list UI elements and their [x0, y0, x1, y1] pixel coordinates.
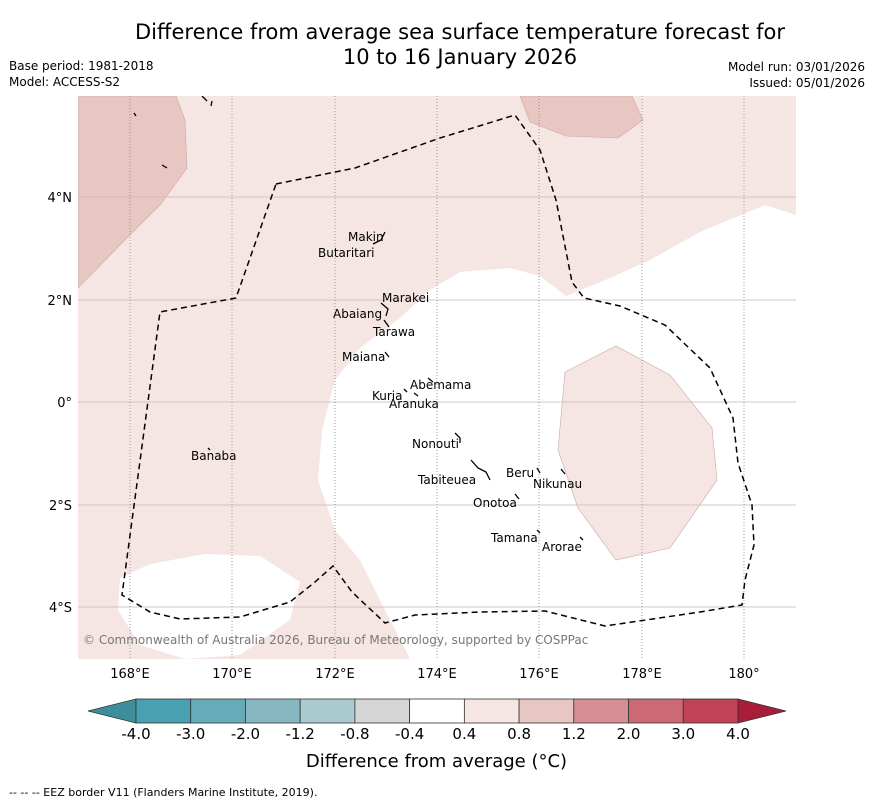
title-line-2: 10 to 16 January 2026 [342, 45, 578, 69]
island-label: Aranuka [389, 397, 439, 411]
lon-label: 180° [728, 667, 759, 682]
island-label: Maiana [342, 350, 385, 364]
eez-legend: -- -- -- EEZ border V11 (Flanders Marine… [9, 786, 318, 799]
island-label: Tabiteuea [417, 473, 476, 487]
colorbar-tick-label: 4.0 [726, 725, 750, 743]
colorbar-segment [682, 698, 739, 724]
anomaly-patch-ne [519, 96, 644, 139]
island-label: Tamana [490, 531, 538, 545]
colorbar-segment [245, 698, 301, 724]
anomaly-patch-east [557, 345, 718, 561]
colorbar-tick-label: 3.0 [671, 725, 696, 743]
island-label: Kuria [372, 389, 403, 403]
island-label: Arorae [542, 540, 582, 554]
map-title: Difference from average sea surface temp… [80, 20, 840, 70]
lon-axis-labels: 168°E 170°E 172°E 174°E 176°E 178°E 180° [110, 667, 759, 682]
colorbar-tick-label: -0.8 [340, 725, 370, 743]
colorbar [87, 698, 787, 724]
colorbar-segment [628, 698, 684, 724]
colorbar-segment [135, 698, 192, 724]
island-label: Abaiang [333, 307, 382, 321]
colorbar-tick-label: -1.2 [285, 725, 315, 743]
colorbar-tick-label: -4.0 [121, 725, 151, 743]
anomaly-patch-nw [78, 96, 188, 289]
model-info: Base period: 1981-2018 Model: ACCESS-S2 [9, 58, 154, 90]
title-line-1: Difference from average sea surface temp… [135, 20, 785, 44]
island-label: Butaritari [318, 246, 375, 260]
island-label: Tarawa [372, 325, 415, 339]
island-label: Marakei [382, 291, 429, 305]
run-info: Model run: 03/01/2026 Issued: 05/01/2026 [728, 59, 865, 91]
colorbar-extend-low [87, 698, 137, 724]
lon-label: 170°E [212, 667, 252, 682]
island-label: Banaba [191, 449, 237, 463]
island-labels: Makin Butaritari Marakei Abaiang Tarawa … [191, 230, 582, 554]
neutral-region-sw [118, 554, 300, 659]
lon-label: 174°E [417, 667, 457, 682]
colorbar-segment [573, 698, 629, 724]
island-label: Makin [348, 230, 384, 244]
lon-gridlines [129, 96, 745, 659]
base-period: Base period: 1981-2018 [9, 59, 154, 73]
colorbar-segment [299, 698, 356, 724]
island-label: Nikunau [533, 477, 582, 491]
model-name: Model: ACCESS-S2 [9, 75, 121, 89]
lon-label: 172°E [315, 667, 355, 682]
lon-label: 168°E [110, 667, 150, 682]
colorbar-segment [190, 698, 246, 724]
colorbar-segment [463, 698, 520, 724]
island-label: Nonouti [412, 437, 459, 451]
lat-label: 0° [57, 396, 72, 411]
issued-date: Issued: 05/01/2026 [749, 76, 865, 90]
colorbar-title: Difference from average (°C) [305, 751, 568, 772]
colorbar-tick-label: 1.2 [561, 725, 586, 743]
colorbar-tick-label: -2.0 [230, 725, 261, 743]
colorbar-extend-high [737, 698, 787, 724]
colorbar-tick-label: -0.4 [394, 725, 425, 743]
colorbar-tick-label: -3.0 [176, 725, 206, 743]
colorbar-tick-label: 0.8 [507, 725, 532, 743]
colorbar-tick-label: 0.4 [452, 725, 477, 743]
island-label: Abemama [410, 378, 471, 392]
model-run: Model run: 03/01/2026 [727, 60, 865, 74]
island-shapes [133, 96, 584, 541]
lat-axis-labels: 4°N 2°N 0° 2°S 4°S [48, 191, 73, 616]
colorbar-tick-label: 2.0 [616, 725, 641, 743]
lat-label: 4°S [49, 601, 72, 616]
lat-label: 2°N [48, 294, 73, 309]
lon-label: 178°E [622, 667, 662, 682]
neutral-region [318, 205, 796, 659]
colorbar-segment [409, 698, 465, 724]
island-label: Beru [506, 466, 534, 480]
colorbar-segment [518, 698, 575, 724]
lat-label: 2°S [49, 499, 72, 514]
island-label: Onotoa [473, 496, 517, 510]
colorbar-segment [354, 698, 411, 724]
copyright: © Commonwealth of Australia 2026, Bureau… [83, 633, 588, 647]
lat-label: 4°N [48, 191, 73, 206]
eez-border [121, 114, 755, 627]
lon-label: 176°E [519, 667, 559, 682]
